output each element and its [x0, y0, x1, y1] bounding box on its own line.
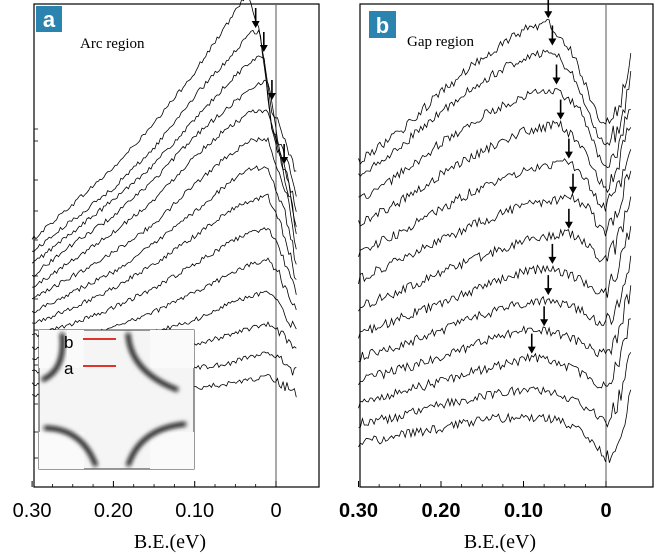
spectrum-curve	[358, 170, 632, 285]
spectrum-curve	[358, 285, 632, 386]
panel-a-peak-arrows	[251, 8, 289, 164]
panel-b-curves	[358, 18, 632, 463]
peak-arrow	[527, 333, 536, 354]
panel-a: a Arc region 0.30 0.20 0.10 0	[13, 0, 320, 553]
peak-arrow	[564, 208, 573, 229]
peak-arrow	[259, 32, 268, 52]
peak-arrow	[251, 8, 260, 28]
x-tick-label: 0.10	[175, 500, 214, 522]
spectrum-curve	[31, 165, 297, 314]
spectrum-curve	[358, 119, 632, 227]
spectrum-curve	[358, 255, 632, 362]
panel-a-x-axis-label: B.E.(eV)	[134, 531, 206, 553]
peak-arrow	[564, 138, 573, 159]
panel-b-frame	[359, 3, 654, 488]
peak-arrow	[548, 25, 557, 46]
peak-arrow	[548, 243, 557, 264]
panel-b-x-axis-label: B.E.(eV)	[464, 531, 536, 553]
spectrum-curve	[358, 18, 632, 165]
peak-arrow	[544, 0, 553, 19]
spectrum-curve	[31, 55, 297, 264]
spectrum-curve	[31, 0, 297, 240]
spectrum-curve	[358, 88, 631, 199]
x-tick-label: 0.30	[339, 500, 378, 522]
panel-b-peak-arrows	[527, 0, 577, 354]
x-tick-label: 0.30	[13, 500, 52, 522]
inset-arc-bottom-left	[43, 425, 99, 467]
x-tick-label: 0.20	[94, 500, 133, 522]
spectrum-curve	[31, 227, 297, 338]
spectrum-curve	[358, 49, 632, 177]
panel-a-y-ticks	[34, 128, 38, 459]
fermi-surface-inset: b a	[38, 329, 195, 470]
spectrum-curve	[358, 389, 632, 463]
inset-arc-top-right	[125, 332, 179, 393]
peak-arrow	[544, 275, 553, 296]
x-tick-label: 0.20	[422, 500, 461, 522]
panel-b-badge	[369, 11, 396, 38]
spectrum-curve	[358, 196, 632, 312]
peak-arrow	[280, 144, 289, 164]
inset-arcs	[39, 330, 194, 469]
spectrum-curve	[358, 226, 632, 339]
panel-a-x-ticks: 0.30 0.20 0.10 0	[13, 481, 282, 522]
panel-a-badge-letter: a	[43, 7, 56, 32]
inset-arc-top-left	[41, 332, 65, 383]
x-tick-label: 0	[270, 500, 281, 522]
spectrum-curve	[31, 79, 297, 278]
spectrum-curve	[358, 352, 632, 428]
panel-a-frame	[33, 3, 320, 488]
spectrum-curve	[31, 137, 297, 300]
peak-arrow	[556, 99, 565, 120]
panel-b-region-label: Gap region	[407, 34, 475, 50]
spectrum-curve	[31, 193, 297, 324]
panel-b-x-ticks: 0.30 0.20 0.10 0	[339, 481, 612, 522]
spectrum-curve	[32, 29, 297, 252]
inset-cut-label-b: b	[64, 333, 73, 352]
x-tick-label: 0.10	[504, 500, 543, 522]
peak-arrow	[540, 306, 549, 327]
spectrum-curve	[358, 149, 632, 258]
peak-arrow	[569, 173, 577, 194]
panel-a-region-label: Arc region	[80, 36, 145, 52]
panel-b: b Gap region 0.30 0.20 0.10 0 B.E.(eV)	[339, 0, 654, 553]
peak-arrow	[267, 80, 276, 100]
panel-b-badge-letter: b	[376, 13, 389, 38]
spectrum-curve	[358, 318, 631, 409]
inset-arc-bottom-right	[125, 421, 187, 467]
spectrum-curve	[32, 109, 297, 288]
peak-arrow	[552, 64, 561, 85]
x-tick-label: 0	[600, 500, 611, 522]
inset-cut-label-a: a	[64, 359, 74, 378]
panel-a-badge	[36, 6, 62, 32]
